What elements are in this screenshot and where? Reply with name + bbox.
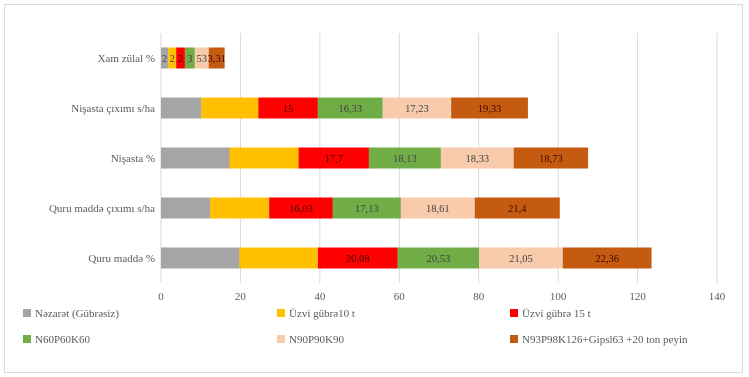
- bar-segment: [161, 147, 230, 169]
- legend-label: N93P98K126+Gipsl63 +20 ton peyin: [522, 334, 688, 346]
- data-label: 17,7: [325, 154, 343, 165]
- bar-segment: [513, 147, 589, 169]
- x-tick-label: 140: [709, 291, 726, 303]
- bar-segment: [194, 47, 209, 69]
- legend-label: N90P90K90: [289, 334, 345, 346]
- data-label: 2: [162, 54, 167, 65]
- bar-segment: [176, 47, 185, 69]
- bar-segment: [332, 197, 401, 219]
- legend-label: N60P60K60: [35, 334, 91, 346]
- data-label: 18,33: [465, 154, 489, 165]
- data-label: 18,13: [393, 154, 417, 165]
- x-tick-label: 120: [629, 291, 646, 303]
- x-tick-label: 0: [158, 291, 164, 303]
- data-label: 16,03: [289, 204, 313, 215]
- data-label: 18,73: [539, 154, 563, 165]
- bar-segment: [229, 147, 299, 169]
- stacked-bar-chart: 0 20 40 60 80 100 120 140 Quru maddə % 20,08 20,53…: [23, 33, 726, 346]
- bar-segment: [168, 47, 177, 69]
- legend-label: Üzvi gübrə10 t: [289, 308, 355, 320]
- bar-segment: [258, 97, 318, 119]
- legend-swatch: [510, 335, 518, 343]
- bar-segment: [368, 147, 441, 169]
- bar-segment: [201, 97, 259, 119]
- legend-swatch: [277, 335, 285, 343]
- bar-segment: [474, 197, 560, 219]
- legend-swatch: [277, 309, 285, 317]
- data-label: 21,4: [508, 204, 527, 215]
- x-tick-label: 60: [394, 291, 406, 303]
- bar-segment: [382, 97, 452, 119]
- bar-segment: [317, 97, 383, 119]
- category-label: Nişasta %: [111, 153, 155, 165]
- bar-segment: [161, 197, 211, 219]
- chart-frame: 0 20 40 60 80 100 120 140 Quru maddə % 20,08 20,53…: [4, 4, 743, 373]
- data-label: 19,33: [478, 104, 502, 115]
- data-label: 3,31: [207, 54, 225, 65]
- data-label: 3: [187, 54, 192, 65]
- bar-segment: [239, 247, 318, 269]
- bar-segment: [184, 47, 195, 69]
- bar-segment: [269, 197, 333, 219]
- data-label: 17,13: [355, 204, 379, 215]
- data-label: 21,05: [509, 254, 533, 265]
- data-label: 20,53: [427, 254, 451, 265]
- legend-swatch: [510, 309, 518, 317]
- x-tick-label: 80: [473, 291, 485, 303]
- data-label: 17,23: [405, 104, 429, 115]
- data-label: 22,36: [595, 254, 619, 265]
- data-label: 16,33: [338, 104, 362, 115]
- category-label: Nişasta çıxımı s/ha: [71, 103, 155, 115]
- data-label: 53: [197, 54, 208, 65]
- x-tick-label: 100: [550, 291, 567, 303]
- bar-segment: [161, 247, 240, 269]
- bar-segment: [210, 197, 270, 219]
- bar-segment: [161, 47, 169, 69]
- category-label: Quru maddə çıxımı s/ha: [49, 203, 155, 215]
- data-label: 2: [178, 54, 183, 65]
- category-label: Xam zülal %: [98, 53, 155, 65]
- bar-segment: [400, 197, 475, 219]
- x-tick-label: 40: [314, 291, 326, 303]
- data-label: 20,08: [346, 254, 370, 265]
- data-label: 2: [170, 54, 175, 65]
- bar-segment: [317, 247, 398, 269]
- bar-segment: [208, 47, 225, 69]
- bar-segment: [161, 97, 202, 119]
- data-label: 15: [283, 104, 294, 115]
- bar-segment: [451, 97, 528, 119]
- legend-label: Üzvi gübrə 15 t: [522, 308, 591, 320]
- legend-label: Nəzarət (Gübrəsiz): [35, 308, 119, 320]
- x-tick-label: 20: [235, 291, 247, 303]
- bar-segment: [562, 247, 652, 269]
- data-label: 18,61: [426, 204, 450, 215]
- category-label: Quru maddə %: [88, 253, 155, 265]
- bar-segment: [397, 247, 480, 269]
- bar-segment: [440, 147, 514, 169]
- legend-swatch: [23, 335, 31, 343]
- legend-swatch: [23, 309, 31, 317]
- bar-segment: [298, 147, 369, 169]
- bar-segment: [479, 247, 563, 269]
